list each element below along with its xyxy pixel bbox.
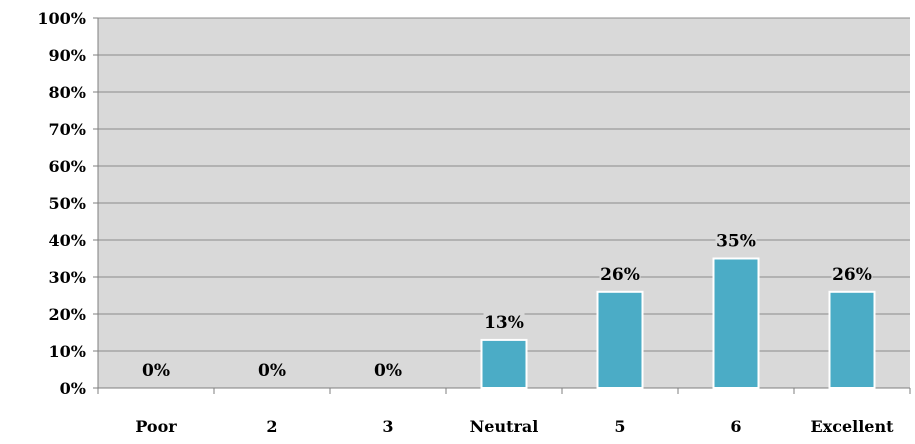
data-label-background — [373, 360, 403, 382]
x-tick-label: Excellent — [810, 417, 894, 436]
data-label: 0% — [142, 361, 170, 381]
data-labels: 0% 0% 0% 13% 26% 35% 26% — [141, 230, 873, 382]
y-tick-label: 70% — [49, 120, 86, 139]
y-tick-label: 30% — [49, 268, 86, 287]
x-tick-label: 5 — [614, 417, 625, 436]
bar-5 — [596, 290, 644, 389]
x-axis-tick-labels: Poor 2 3 Neutral 5 6 Excellent — [135, 417, 894, 436]
y-tick-label: 10% — [49, 342, 86, 361]
y-tick-label: 40% — [49, 231, 86, 250]
bar-neutral — [480, 338, 528, 389]
bar-6 — [712, 257, 760, 389]
x-tick-label: Neutral — [470, 417, 539, 436]
x-tick-label: 6 — [730, 417, 741, 436]
bars — [480, 257, 876, 389]
data-label: 26% — [832, 265, 872, 285]
data-label-background — [599, 263, 641, 286]
bar-excellent — [828, 290, 876, 389]
data-label-background — [257, 360, 287, 382]
data-label: 0% — [374, 361, 402, 381]
data-label-background — [141, 360, 171, 382]
x-tick-label: 2 — [266, 417, 277, 436]
data-label-background — [483, 311, 525, 334]
data-label: 35% — [716, 232, 756, 252]
y-tick-label: 20% — [49, 305, 86, 324]
data-label: 0% — [258, 361, 286, 381]
y-tick-label: 80% — [49, 83, 86, 102]
data-label: 13% — [484, 313, 524, 333]
y-tick-label: 90% — [49, 46, 86, 65]
x-tick-label: 3 — [382, 417, 393, 436]
data-label-background — [715, 230, 757, 253]
y-tick-label: 50% — [49, 194, 86, 213]
x-tick-label: Poor — [135, 417, 177, 436]
y-tick-label: 60% — [49, 157, 86, 176]
data-label: 26% — [600, 265, 640, 285]
data-label-background — [831, 263, 873, 286]
y-tick-label: 0% — [60, 379, 86, 398]
y-tick-label: 100% — [37, 9, 86, 28]
y-axis-tick-labels: 0% 10% 20% 30% 40% 50% 60% 70% 80% 90% 100% — [37, 9, 86, 398]
